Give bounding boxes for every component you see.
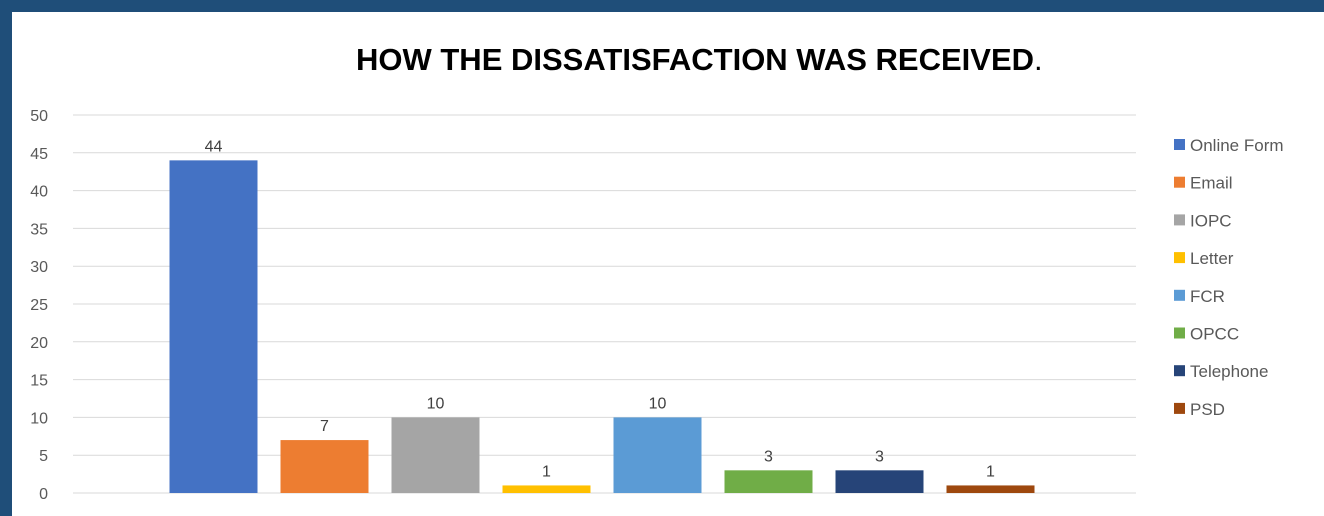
bar-opcc bbox=[724, 470, 813, 493]
legend-label: Telephone bbox=[1190, 362, 1268, 381]
data-label: 3 bbox=[764, 448, 773, 465]
legend-swatch bbox=[1174, 252, 1185, 264]
bars bbox=[169, 160, 1035, 494]
legend-label: Email bbox=[1190, 174, 1233, 193]
y-tick-label: 30 bbox=[30, 259, 48, 276]
data-label: 7 bbox=[320, 418, 329, 435]
legend-swatch bbox=[1174, 139, 1185, 150]
legend-label: PSD bbox=[1190, 400, 1225, 419]
data-label: 10 bbox=[427, 395, 445, 412]
bar-letter bbox=[502, 485, 591, 493]
bar-email bbox=[280, 440, 369, 493]
chart-title-text: HOW THE DISSATISFACTION WAS RECEIVED bbox=[356, 42, 1035, 77]
data-label: 1 bbox=[986, 463, 995, 480]
data-label: 10 bbox=[649, 395, 667, 412]
legend-swatch bbox=[1174, 176, 1185, 188]
chart-title: HOW THE DISSATISFACTION WAS RECEIVED. bbox=[356, 42, 1043, 78]
y-tick-label: 25 bbox=[30, 297, 48, 314]
y-tick-label: 35 bbox=[30, 221, 48, 238]
y-tick-label: 15 bbox=[30, 373, 48, 390]
y-tick-label: 40 bbox=[30, 184, 48, 201]
legend-swatch bbox=[1174, 214, 1185, 226]
legend-swatch bbox=[1174, 402, 1185, 414]
y-tick-label: 20 bbox=[30, 335, 48, 352]
y-axis-tick-labels: 0 5 10 15 20 25 30 35 40 45 50 bbox=[30, 108, 48, 503]
legend-swatch bbox=[1174, 365, 1185, 377]
bar-fcr bbox=[613, 417, 702, 493]
legend-label: FCR bbox=[1190, 287, 1225, 306]
legend: Online Form Email IOPC Letter FCR OPCC Telepho… bbox=[1174, 136, 1284, 419]
y-tick-label: 45 bbox=[30, 146, 48, 163]
data-label: 3 bbox=[875, 448, 884, 465]
data-label: 1 bbox=[542, 463, 551, 480]
legend-label: IOPC bbox=[1190, 211, 1232, 230]
bar-online-form bbox=[169, 160, 258, 494]
data-label: 44 bbox=[205, 138, 223, 155]
chart-title-suffix: . bbox=[1034, 42, 1043, 77]
chart-frame: HOW THE DISSATISFACTION WAS RECEIVED. 0 5… bbox=[12, 12, 1324, 516]
y-tick-label: 10 bbox=[30, 410, 48, 427]
bar-iopc bbox=[391, 417, 480, 493]
bar-telephone bbox=[835, 470, 924, 493]
data-labels: 44 7 10 1 10 3 3 1 bbox=[205, 138, 995, 480]
legend-label: Online Form bbox=[1190, 136, 1284, 155]
y-tick-label: 5 bbox=[39, 448, 48, 465]
legend-swatch bbox=[1174, 327, 1185, 339]
legend-swatch bbox=[1174, 289, 1185, 301]
legend-label: OPCC bbox=[1190, 325, 1239, 344]
legend-label: Letter bbox=[1190, 249, 1234, 268]
bar-psd bbox=[946, 485, 1035, 493]
y-tick-label: 50 bbox=[30, 108, 48, 125]
bar-chart: 0 5 10 15 20 25 30 35 40 45 50 44 7 10 1 10 3 3 1 Online … bbox=[30, 108, 1284, 503]
y-tick-label: 0 bbox=[39, 486, 48, 503]
